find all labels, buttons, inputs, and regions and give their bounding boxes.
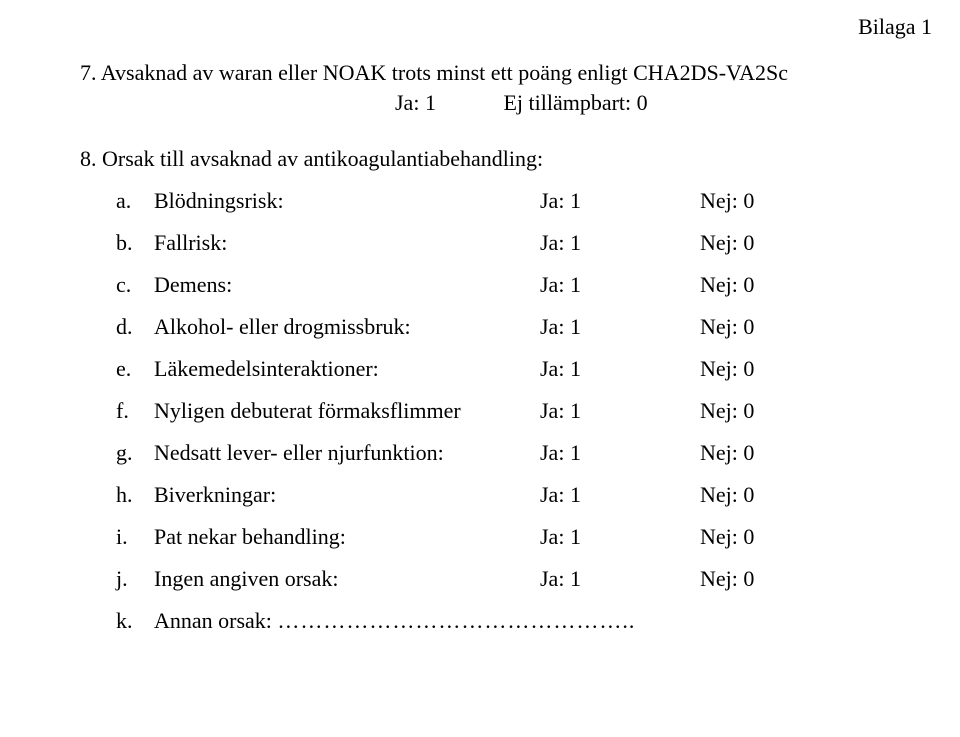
- item-nej: Nej: 0: [700, 524, 820, 550]
- item-ja: Ja: 1: [540, 482, 700, 508]
- header-bilaga: Bilaga 1: [858, 14, 932, 40]
- item-nej: Nej: 0: [700, 566, 820, 592]
- item-nej: Nej: 0: [700, 356, 820, 382]
- item-ja: Ja: 1: [540, 272, 700, 298]
- item-nej: Nej: 0: [700, 398, 820, 424]
- item-letter: j.: [80, 566, 154, 592]
- question-8-text: 8. Orsak till avsaknad av antikoagulanti…: [80, 146, 880, 172]
- item-nej: Nej: 0: [700, 188, 820, 214]
- item-nej: Nej: 0: [700, 482, 820, 508]
- item-label: Nedsatt lever- eller njurfunktion:: [154, 440, 540, 466]
- item-label: Demens:: [154, 272, 540, 298]
- item-letter: b.: [80, 230, 154, 256]
- list-item: e. Läkemedelsinteraktioner: Ja: 1 Nej: 0: [80, 356, 880, 382]
- list-item: g. Nedsatt lever- eller njurfunktion: Ja…: [80, 440, 880, 466]
- item-label: Blödningsrisk:: [154, 188, 540, 214]
- item-ja: Ja: 1: [540, 398, 700, 424]
- item-label: Alkohol- eller drogmissbruk:: [154, 314, 540, 340]
- list-item: d. Alkohol- eller drogmissbruk: Ja: 1 Ne…: [80, 314, 880, 340]
- item-nej: Nej: 0: [700, 440, 820, 466]
- item-ja: Ja: 1: [540, 524, 700, 550]
- item-letter: i.: [80, 524, 154, 550]
- item-nej: Nej: 0: [700, 314, 820, 340]
- question-7-answers: Ja: 1 Ej tillämpbart: 0: [80, 90, 880, 116]
- item-letter: c.: [80, 272, 154, 298]
- annan-dots: ………………………………………..: [277, 608, 635, 633]
- item-ja: Ja: 1: [540, 440, 700, 466]
- item-label: Nyligen debuterat förmaksflimmer: [154, 398, 540, 424]
- list-item-annan: k. Annan orsak: ………………………………………..: [80, 608, 880, 634]
- item-letter: h.: [80, 482, 154, 508]
- item-ja: Ja: 1: [540, 230, 700, 256]
- item-ja: Ja: 1: [540, 566, 700, 592]
- item-label: Ingen angiven orsak:: [154, 566, 540, 592]
- item-letter: f.: [80, 398, 154, 424]
- item-label: Fallrisk:: [154, 230, 540, 256]
- item-ja: Ja: 1: [540, 356, 700, 382]
- item-letter: k.: [80, 608, 154, 634]
- item-letter: g.: [80, 440, 154, 466]
- question-7-text: 7. Avsaknad av waran eller NOAK trots mi…: [80, 60, 880, 86]
- list-item: f. Nyligen debuterat förmaksflimmer Ja: …: [80, 398, 880, 424]
- list-item: a. Blödningsrisk: Ja: 1 Nej: 0: [80, 188, 880, 214]
- list-item: j. Ingen angiven orsak: Ja: 1 Nej: 0: [80, 566, 880, 592]
- item-label-annan: Annan orsak: ………………………………………..: [154, 608, 635, 634]
- document-page: Bilaga 1 7. Avsaknad av waran eller NOAK…: [0, 0, 960, 737]
- question-8-items: a. Blödningsrisk: Ja: 1 Nej: 0 b. Fallri…: [80, 188, 880, 634]
- item-letter: d.: [80, 314, 154, 340]
- item-letter: e.: [80, 356, 154, 382]
- item-letter: a.: [80, 188, 154, 214]
- item-ja: Ja: 1: [540, 188, 700, 214]
- question-7-ja: Ja: 1: [395, 90, 436, 115]
- question-7-ej: Ej tillämpbart: 0: [503, 90, 647, 116]
- list-item: c. Demens: Ja: 1 Nej: 0: [80, 272, 880, 298]
- list-item: i. Pat nekar behandling: Ja: 1 Nej: 0: [80, 524, 880, 550]
- list-item: h. Biverkningar: Ja: 1 Nej: 0: [80, 482, 880, 508]
- annan-label: Annan orsak:: [154, 608, 277, 633]
- item-nej: Nej: 0: [700, 272, 820, 298]
- list-item: b. Fallrisk: Ja: 1 Nej: 0: [80, 230, 880, 256]
- item-label: Pat nekar behandling:: [154, 524, 540, 550]
- item-ja: Ja: 1: [540, 314, 700, 340]
- item-nej: Nej: 0: [700, 230, 820, 256]
- item-label: Läkemedelsinteraktioner:: [154, 356, 540, 382]
- item-label: Biverkningar:: [154, 482, 540, 508]
